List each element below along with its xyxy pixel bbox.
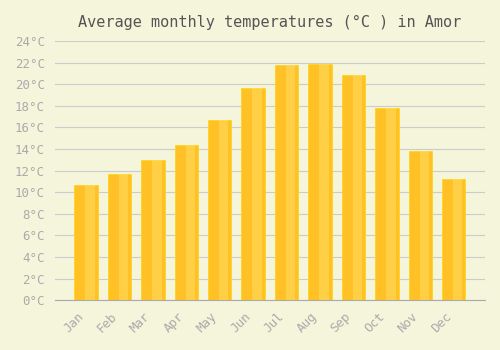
Bar <box>108 174 131 300</box>
Bar <box>442 179 466 300</box>
Bar <box>252 89 262 300</box>
Bar <box>275 65 298 300</box>
Bar <box>342 76 365 300</box>
Bar <box>408 151 432 300</box>
Bar <box>118 174 128 300</box>
Bar <box>242 89 265 300</box>
Bar <box>308 64 332 300</box>
Title: Average monthly temperatures (°C ) in Amor: Average monthly temperatures (°C ) in Am… <box>78 15 462 30</box>
Bar <box>320 64 328 300</box>
Bar <box>375 108 398 300</box>
Bar <box>141 160 165 300</box>
Bar <box>353 76 362 300</box>
Bar <box>453 179 462 300</box>
Bar <box>219 120 228 300</box>
Bar <box>208 120 232 300</box>
Bar <box>152 160 162 300</box>
Bar <box>286 65 296 300</box>
Bar <box>86 184 94 300</box>
Bar <box>420 151 429 300</box>
Bar <box>174 145 198 300</box>
Bar <box>74 184 98 300</box>
Bar <box>186 145 195 300</box>
Bar <box>386 108 396 300</box>
